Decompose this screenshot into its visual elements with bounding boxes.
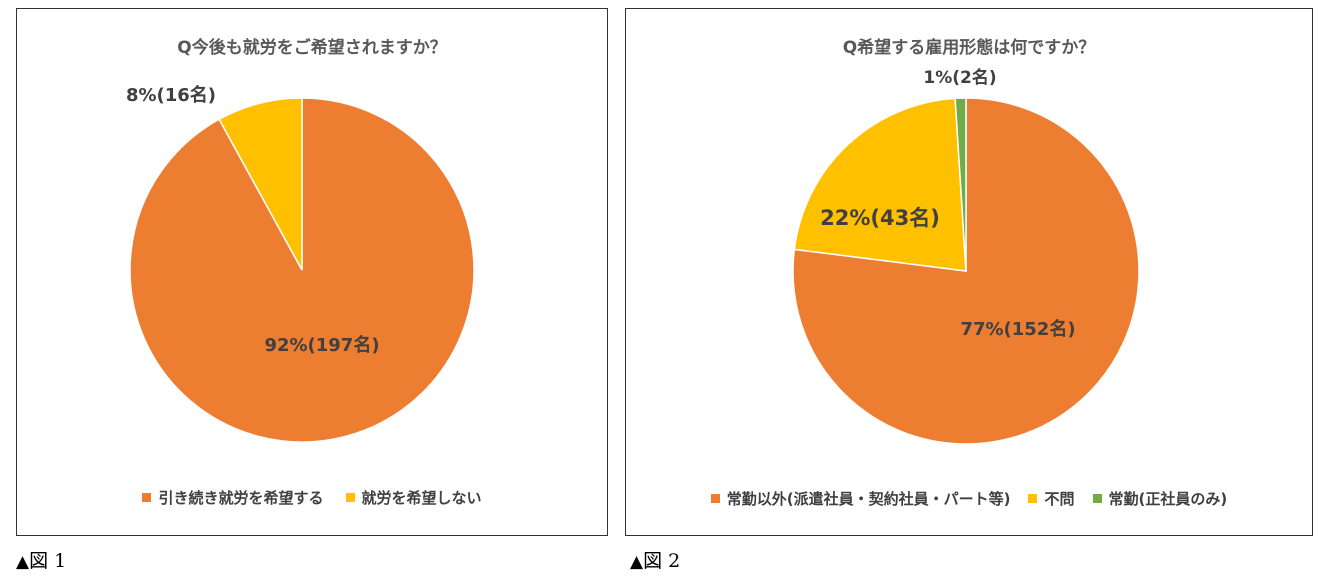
chart-legend: 引き続き就労を希望する 就労を希望しない: [17, 487, 607, 508]
data-label: 77%(152名): [960, 318, 1075, 340]
legend-swatch: [1092, 494, 1102, 503]
figure-caption: ▲図 2: [630, 546, 680, 573]
pie-slice: [954, 97, 967, 272]
data-label: 8%(16名): [126, 84, 216, 106]
legend-label: 常勤以外(派遣社員・契約社員・パート等): [726, 490, 1011, 508]
pie-slice: [793, 97, 967, 272]
legend-label: 不問: [1044, 490, 1075, 508]
chart-panel-1: Q今後も就労をご希望されますか？ 92%(197名) 8%(16名) 引き続き就労…: [16, 8, 608, 536]
pie-chart: 92%(197名) 8%(16名): [126, 84, 475, 443]
pie-slice: [218, 97, 303, 271]
data-label: 92%(197名): [264, 334, 379, 356]
chart-title: Q希望する雇用形態は何ですか？: [842, 38, 1096, 58]
legend-label: 就労を希望しない: [361, 489, 482, 507]
chart-panel-2: Q希望する雇用形態は何ですか？ 77%(152名) 22%(43名) 1%(2名) …: [625, 8, 1313, 536]
legend-swatch: [710, 494, 720, 503]
legend-label: 引き続き就労を希望する: [158, 489, 324, 507]
data-label: 22%(43名): [820, 206, 940, 230]
legend-label: 常勤(正社員のみ): [1108, 490, 1228, 508]
pie-chart: 77%(152名) 22%(43名) 1%(2名): [792, 67, 1140, 445]
chart-title: Q今後も就労をご希望されますか？: [177, 38, 447, 58]
caption-text: 図 1: [29, 550, 67, 572]
caption-text: 図 2: [643, 550, 681, 572]
legend-swatch: [1028, 494, 1038, 503]
triangle-icon: ▲: [16, 552, 30, 572]
legend-item: 不問: [1028, 488, 1075, 509]
figure-caption: ▲図 1: [16, 546, 66, 573]
chart-legend: 常勤以外(派遣社員・契約社員・パート等) 不問 常勤(正社員のみ): [626, 488, 1312, 509]
triangle-icon: ▲: [630, 552, 644, 572]
legend-swatch: [142, 493, 152, 502]
legend-item: 就労を希望しない: [345, 487, 482, 508]
data-label: 1%(2名): [923, 67, 996, 88]
legend-item: 常勤以外(派遣社員・契約社員・パート等): [710, 488, 1011, 509]
legend-item: 常勤(正社員のみ): [1092, 488, 1228, 509]
legend-swatch: [345, 493, 355, 502]
legend-item: 引き続き就労を希望する: [142, 487, 324, 508]
